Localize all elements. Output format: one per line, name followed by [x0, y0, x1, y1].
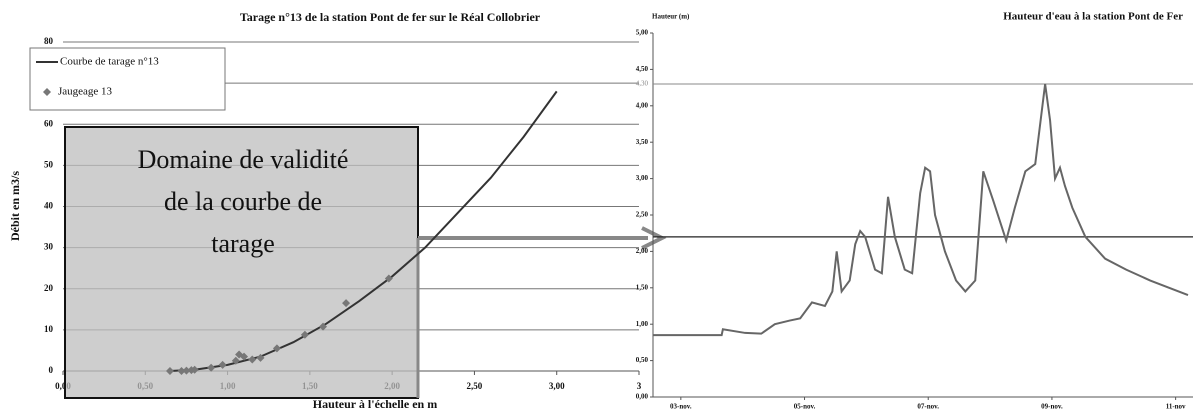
- y-tick-label: 0: [49, 365, 54, 375]
- x-tick-label: 07-nov.: [917, 403, 939, 411]
- x-tick-label: 3,00: [549, 381, 565, 391]
- validity-box: [64, 126, 419, 399]
- y-axis-title: Débit en m3/s: [8, 171, 22, 241]
- gauging-point: [218, 360, 227, 369]
- y-tick-label: 40: [44, 201, 54, 211]
- legend-label: Jaugeage 13: [58, 86, 113, 98]
- annotation: Domaine de validité: [138, 145, 349, 174]
- y-tick-label: 20: [44, 283, 54, 293]
- gauging-point: [319, 322, 328, 331]
- legend-swatch: [43, 88, 51, 96]
- arrow-head: [641, 226, 667, 250]
- chart-title: Hauteur d'eau à la station Pont de Fer: [1003, 11, 1183, 23]
- rating-curve: [169, 90, 558, 372]
- x-tick-label: 03-nov.: [670, 403, 692, 411]
- y-tick-label: 2,00: [636, 247, 649, 255]
- x-tick-label: 09-nov.: [1041, 403, 1063, 411]
- y-tick-label: 1,50: [636, 283, 649, 291]
- y-tick-label: 5,00: [636, 29, 649, 37]
- annotation: de la courbe de: [164, 187, 322, 216]
- y-tick-label: 0,00: [636, 393, 649, 401]
- y-tick-label: 3,50: [636, 138, 649, 146]
- y-tick-label: 30: [44, 242, 54, 252]
- gauging-point: [177, 367, 186, 375]
- chart-title: Tarage n°13 de la station Pont de fer su…: [240, 10, 541, 24]
- x-tick-label: 11-nov: [1166, 403, 1186, 411]
- y-tick-label: 4,50: [636, 65, 649, 73]
- gauging-point: [342, 299, 351, 308]
- gauging-point: [165, 367, 174, 375]
- gauging-point: [182, 366, 191, 375]
- legend-label: Courbe de tarage n°13: [60, 56, 159, 68]
- gauging-point: [384, 274, 393, 283]
- water-level-line: [653, 83, 1189, 337]
- gauging-point: [190, 365, 199, 374]
- gauging-point: [248, 355, 257, 364]
- gauging-point: [240, 352, 249, 361]
- gauging-point: [207, 363, 216, 372]
- annotation: tarage: [211, 229, 275, 258]
- y-tick-label: 0,50: [636, 356, 649, 364]
- x-tick-label: 2,50: [467, 381, 483, 391]
- y-tick-label: 3,00: [636, 174, 649, 182]
- x-tick-label: 05-nov.: [794, 403, 816, 411]
- gauging-point: [256, 353, 265, 362]
- gauging-point: [272, 344, 281, 353]
- y-tick-label: 50: [44, 159, 54, 169]
- y-tick-label: 80: [44, 36, 54, 46]
- y-tick-label: 60: [44, 118, 54, 128]
- y-tick-label: 10: [44, 324, 54, 334]
- gauging-point: [300, 330, 309, 339]
- x-tick-label: 0,00: [55, 381, 71, 391]
- y-tick-label: 4,00: [636, 101, 649, 109]
- y-tick-label: 2,50: [636, 211, 649, 219]
- y-tick-label: 1,00: [636, 320, 649, 328]
- reference-label: 4,30: [636, 80, 649, 88]
- x-axis-title: Hauteur à l'échelle en m: [313, 397, 437, 411]
- y-axis-title: Hauteur (m): [652, 13, 690, 21]
- x-tick-label: 3: [637, 381, 642, 391]
- legend-box: [29, 47, 226, 111]
- gauging-point: [231, 356, 240, 365]
